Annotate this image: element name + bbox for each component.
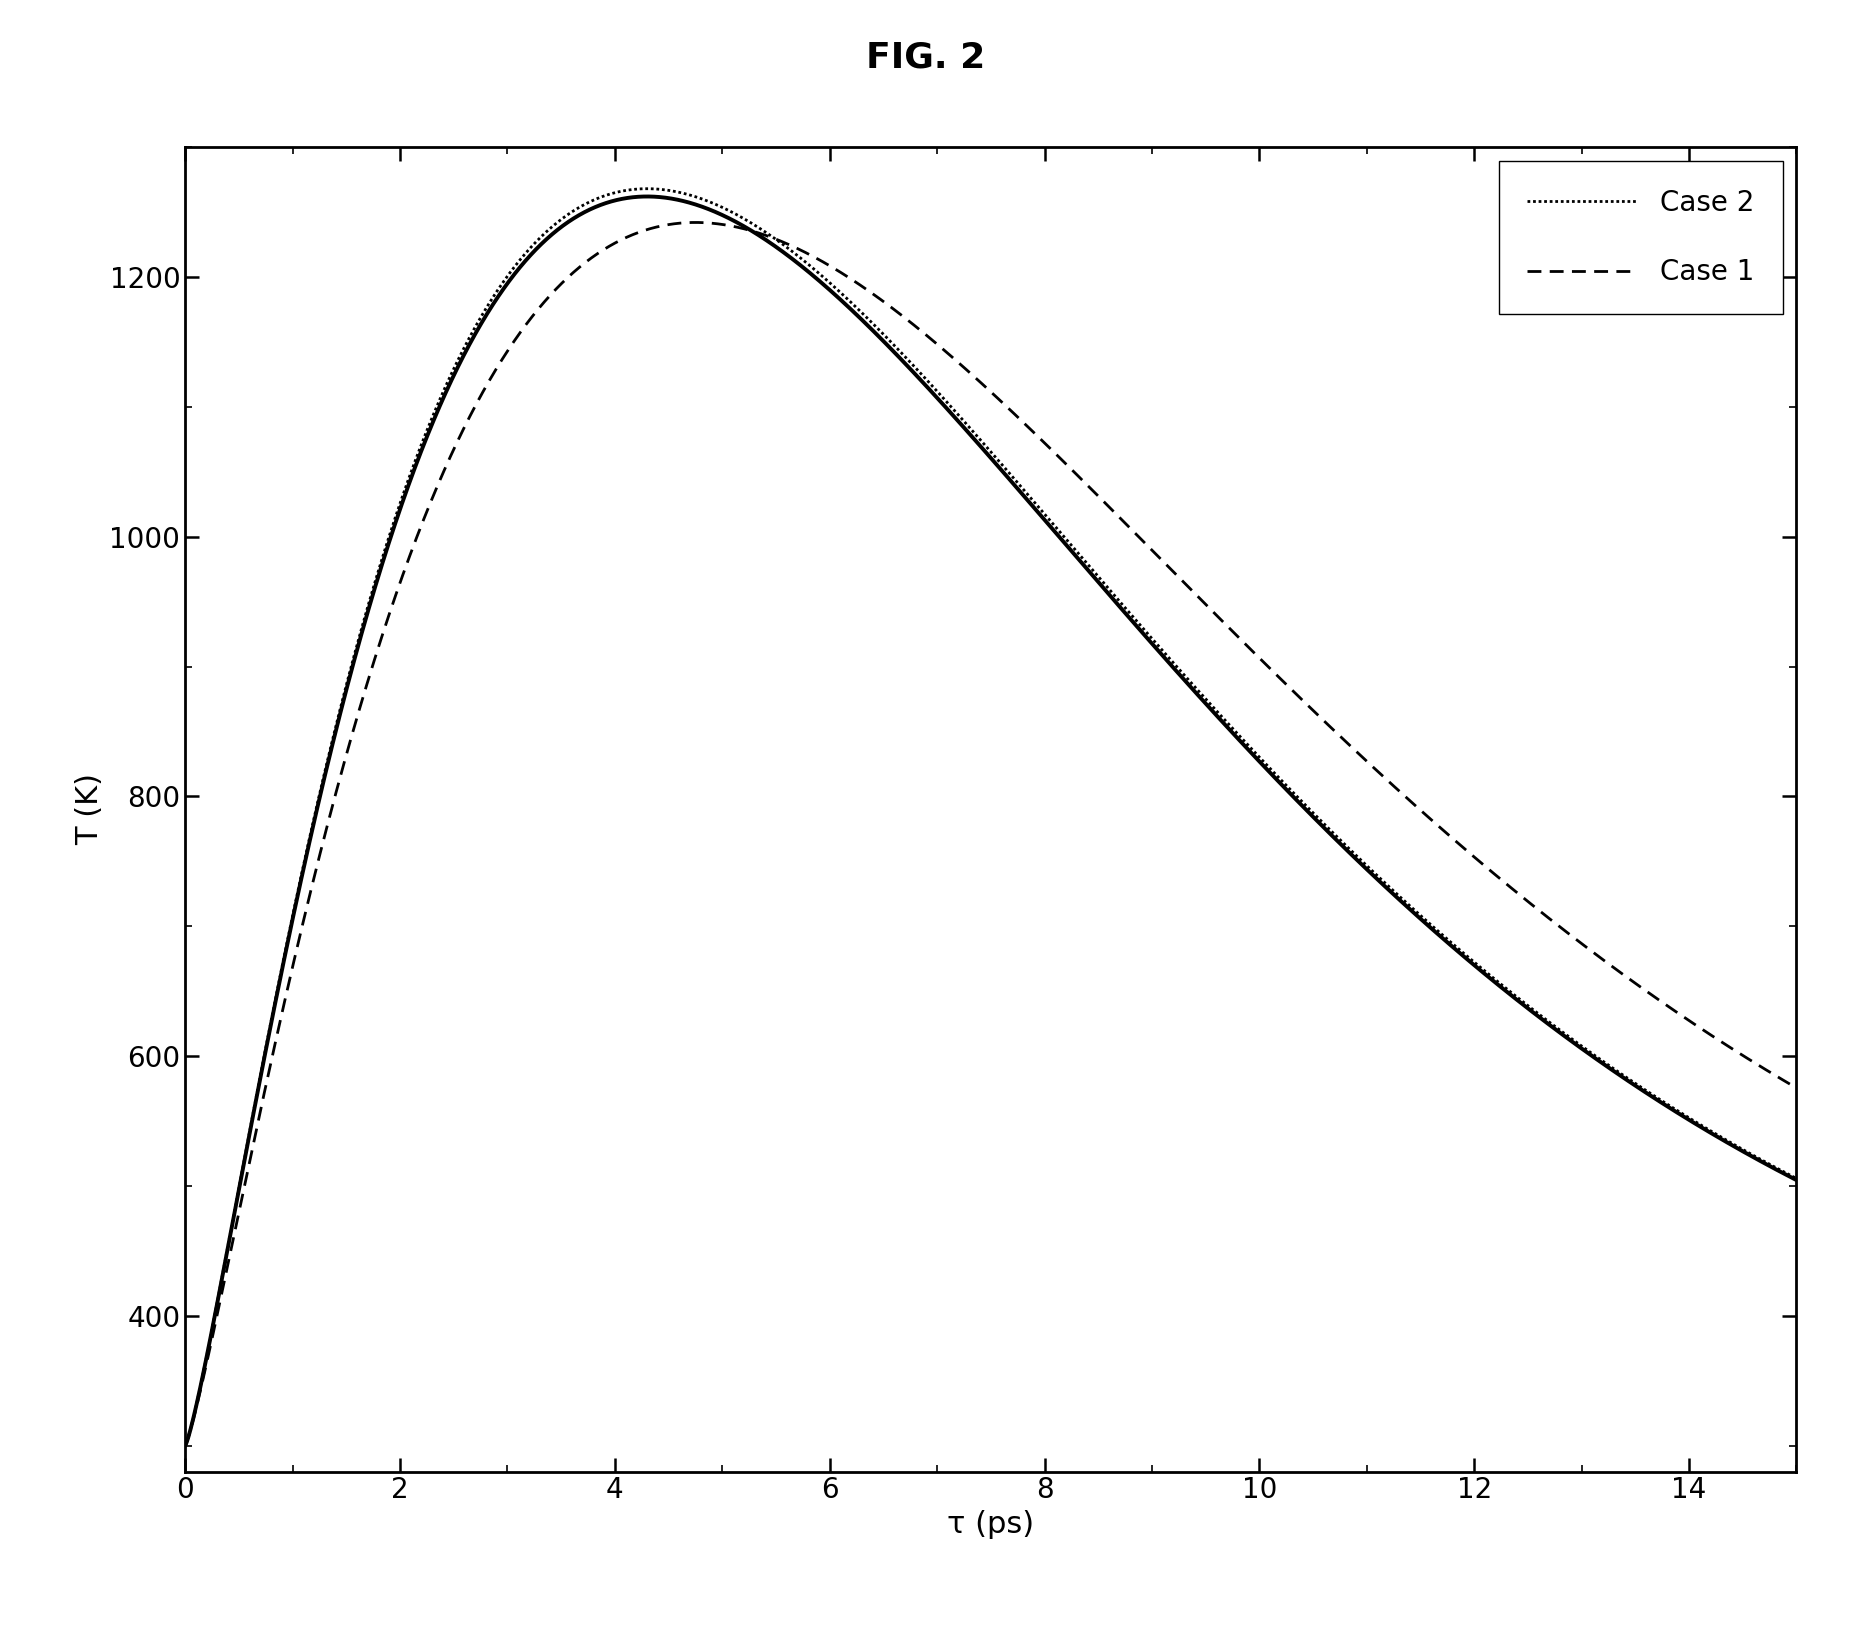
Case 1: [357, 667, 380, 687]
Case 2: [635, 178, 657, 198]
Legend: Case 2, Case 1: Case 2, Case 1: [1500, 160, 1783, 314]
Case 2: [863, 314, 885, 334]
Line: Case 2: Case 2: [185, 188, 1796, 1445]
Y-axis label: T (K): T (K): [74, 773, 104, 845]
Case 2: [1754, 1153, 1776, 1172]
Case 1: [454, 417, 476, 437]
Line: Case 1: Case 1: [185, 222, 1796, 1445]
Case 1: [863, 284, 885, 304]
Case 1: [1785, 1077, 1808, 1097]
Case 1: [793, 242, 815, 262]
Case 1: [685, 213, 707, 232]
Case 2: [174, 1436, 196, 1455]
X-axis label: τ (ps): τ (ps): [946, 1509, 1035, 1539]
Case 2: [357, 594, 380, 613]
Case 2: [454, 337, 476, 356]
Case 2: [1580, 1043, 1602, 1063]
Case 1: [174, 1436, 196, 1455]
Case 2: [793, 250, 815, 270]
Case 1: [1754, 1059, 1776, 1079]
Case 2: [1785, 1169, 1808, 1189]
Text: FIG. 2: FIG. 2: [867, 41, 985, 75]
Case 1: [1580, 942, 1602, 961]
